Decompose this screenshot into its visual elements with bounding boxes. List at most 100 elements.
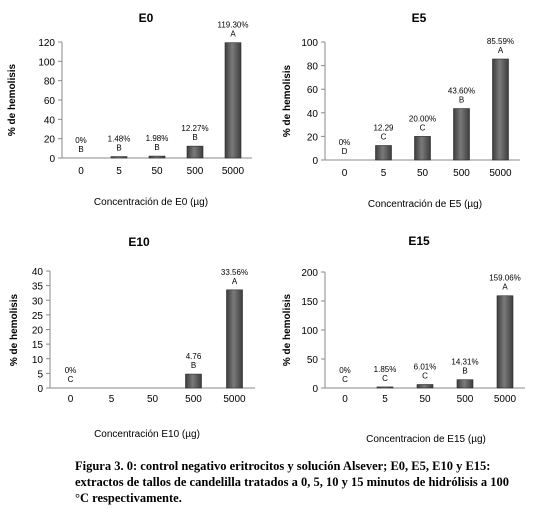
y-axis-label: % de hemolisis bbox=[282, 64, 293, 137]
y-tick-label: 60 bbox=[44, 96, 56, 107]
y-tick-label: 40 bbox=[32, 267, 44, 278]
y-tick-label: 40 bbox=[44, 115, 56, 126]
x-tick-label: 5 bbox=[116, 166, 122, 177]
x-tick-label: 0 bbox=[342, 394, 348, 405]
bar bbox=[224, 42, 242, 159]
data-label: 33.56% bbox=[221, 268, 248, 277]
chart-title: E15 bbox=[408, 234, 430, 248]
x-tick-label: 500 bbox=[453, 168, 470, 179]
chart-e0: E0 0 20 40 60 80 100 120 % de hemolisis Concentra… bbox=[7, 11, 252, 208]
data-label: 43.60% bbox=[448, 87, 475, 96]
y-tick-label: 80 bbox=[307, 62, 319, 73]
significance-letter: B bbox=[116, 144, 121, 153]
x-tick-label: 5000 bbox=[222, 166, 245, 177]
bar bbox=[186, 145, 204, 159]
y-tick-label: 80 bbox=[44, 77, 56, 88]
significance-letter: A bbox=[232, 277, 238, 286]
data-label: 4.76 bbox=[186, 352, 202, 361]
x-tick-label: 50 bbox=[417, 168, 429, 179]
bar bbox=[375, 145, 392, 161]
y-axis-label: % de hemolisis bbox=[9, 293, 20, 366]
y-tick-label: 0 bbox=[312, 384, 318, 395]
bar bbox=[226, 289, 243, 389]
significance-letter: B bbox=[192, 133, 197, 142]
significance-letter: C bbox=[420, 123, 426, 132]
significance-letter: B bbox=[191, 361, 196, 370]
significance-letter: B bbox=[78, 145, 83, 154]
x-tick-label: 5000 bbox=[494, 394, 517, 405]
significance-letter: A bbox=[230, 30, 236, 39]
significance-letter: C bbox=[422, 372, 428, 381]
x-tick-label: 5 bbox=[381, 168, 387, 179]
data-label: 20.00% bbox=[409, 114, 436, 123]
chart-title: E5 bbox=[412, 11, 427, 25]
bar bbox=[376, 386, 394, 389]
significance-letter: B bbox=[462, 367, 467, 376]
x-tick-label: 500 bbox=[185, 394, 202, 405]
y-tick-label: 30 bbox=[32, 296, 44, 307]
data-label: 1.48% bbox=[108, 135, 131, 144]
x-tick-label: 0 bbox=[78, 166, 84, 177]
significance-letter: B bbox=[459, 96, 464, 105]
y-tick-label: 20 bbox=[307, 132, 319, 143]
x-tick-label: 50 bbox=[147, 394, 159, 405]
bar bbox=[496, 295, 514, 389]
data-label: 0% bbox=[65, 366, 77, 375]
bar bbox=[414, 136, 431, 161]
data-label: 0% bbox=[339, 366, 351, 375]
data-label: 85.59% bbox=[487, 37, 514, 46]
data-label: 0% bbox=[75, 136, 87, 145]
y-tick-label: 200 bbox=[301, 268, 318, 279]
y-tick-label: 35 bbox=[32, 282, 44, 293]
y-tick-label: 0 bbox=[37, 384, 43, 395]
x-axis-label: Concentración de E0 (µg) bbox=[94, 197, 208, 208]
x-axis-label: Concentración E10 (µg) bbox=[94, 429, 200, 440]
figure-caption: Figura 3. 0: control negativo eritrocito… bbox=[75, 459, 510, 505]
bar bbox=[148, 155, 166, 159]
y-tick-label: 100 bbox=[38, 57, 55, 68]
y-tick-label: 15 bbox=[32, 340, 44, 351]
y-axis-label: % de hemolisis bbox=[7, 63, 18, 136]
data-label: 119.30% bbox=[218, 21, 249, 30]
y-tick-label: 0 bbox=[49, 154, 55, 165]
x-tick-label: 0 bbox=[68, 394, 74, 405]
data-label: 12.29 bbox=[373, 123, 394, 132]
significance-letter: B bbox=[154, 143, 159, 152]
significance-letter: C bbox=[342, 375, 348, 384]
bar bbox=[492, 58, 509, 161]
data-label: 6.01% bbox=[414, 363, 437, 372]
x-axis-label: Concentración de E5 (µg) bbox=[368, 199, 482, 210]
y-tick-label: 20 bbox=[32, 326, 44, 337]
x-tick-label: 0 bbox=[342, 168, 348, 179]
y-tick-label: 100 bbox=[301, 38, 318, 49]
data-label: 14.31% bbox=[451, 358, 478, 367]
significance-letter: D bbox=[342, 147, 348, 156]
chart-e10: E10 0 5 10 15 20 25 30 35 40 % de hemolisis Concent… bbox=[9, 235, 255, 440]
y-tick-label: 40 bbox=[307, 109, 319, 120]
chart-e5: E5 0 20 40 60 80 100 % de hemolisis Concentració… bbox=[282, 11, 520, 210]
y-tick-label: 150 bbox=[301, 297, 318, 308]
significance-letter: C bbox=[382, 374, 388, 383]
significance-letter: A bbox=[502, 283, 508, 292]
x-tick-label: 500 bbox=[187, 166, 204, 177]
y-tick-label: 60 bbox=[307, 85, 319, 96]
x-tick-label: 50 bbox=[419, 394, 431, 405]
significance-letter: C bbox=[381, 132, 387, 141]
data-label: 159.06% bbox=[489, 274, 521, 283]
data-label: 12.27% bbox=[181, 124, 208, 133]
bar bbox=[185, 373, 202, 389]
chart-title: E0 bbox=[139, 11, 154, 25]
y-tick-label: 25 bbox=[32, 311, 44, 322]
data-label: 0% bbox=[339, 138, 351, 147]
x-tick-label: 5 bbox=[109, 394, 115, 405]
y-tick-label: 10 bbox=[32, 355, 44, 366]
data-label: 1.85% bbox=[374, 365, 397, 374]
significance-letter: C bbox=[68, 375, 74, 384]
x-axis-label: Concentracion de E15 (µg) bbox=[366, 434, 486, 445]
chart-title: E10 bbox=[128, 235, 150, 249]
y-tick-label: 120 bbox=[38, 38, 55, 49]
significance-letter: A bbox=[498, 46, 504, 55]
x-tick-label: 5000 bbox=[489, 168, 512, 179]
